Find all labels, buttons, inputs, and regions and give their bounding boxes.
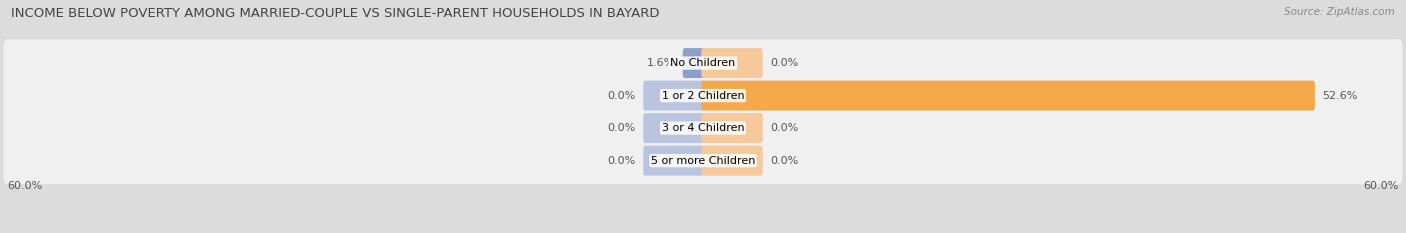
- FancyBboxPatch shape: [4, 39, 1402, 87]
- Text: 0.0%: 0.0%: [770, 156, 799, 166]
- Text: Source: ZipAtlas.com: Source: ZipAtlas.com: [1284, 7, 1395, 17]
- Text: 60.0%: 60.0%: [7, 181, 42, 191]
- Text: 0.0%: 0.0%: [607, 123, 636, 133]
- FancyBboxPatch shape: [702, 48, 762, 78]
- Text: 1 or 2 Children: 1 or 2 Children: [662, 91, 744, 101]
- FancyBboxPatch shape: [4, 137, 1402, 184]
- FancyBboxPatch shape: [4, 72, 1402, 119]
- Text: INCOME BELOW POVERTY AMONG MARRIED-COUPLE VS SINGLE-PARENT HOUSEHOLDS IN BAYARD: INCOME BELOW POVERTY AMONG MARRIED-COUPL…: [11, 7, 659, 20]
- FancyBboxPatch shape: [644, 113, 704, 143]
- FancyBboxPatch shape: [644, 146, 704, 175]
- FancyBboxPatch shape: [702, 81, 1315, 110]
- Text: 0.0%: 0.0%: [607, 91, 636, 101]
- Text: 3 or 4 Children: 3 or 4 Children: [662, 123, 744, 133]
- FancyBboxPatch shape: [4, 104, 1402, 152]
- Text: 52.6%: 52.6%: [1323, 91, 1358, 101]
- FancyBboxPatch shape: [702, 113, 762, 143]
- Text: No Children: No Children: [671, 58, 735, 68]
- Text: 0.0%: 0.0%: [770, 123, 799, 133]
- FancyBboxPatch shape: [702, 146, 762, 175]
- FancyBboxPatch shape: [683, 48, 704, 78]
- Text: 5 or more Children: 5 or more Children: [651, 156, 755, 166]
- FancyBboxPatch shape: [644, 81, 704, 110]
- Text: 1.6%: 1.6%: [647, 58, 675, 68]
- Text: 0.0%: 0.0%: [607, 156, 636, 166]
- Text: 0.0%: 0.0%: [770, 58, 799, 68]
- Text: 60.0%: 60.0%: [1364, 181, 1399, 191]
